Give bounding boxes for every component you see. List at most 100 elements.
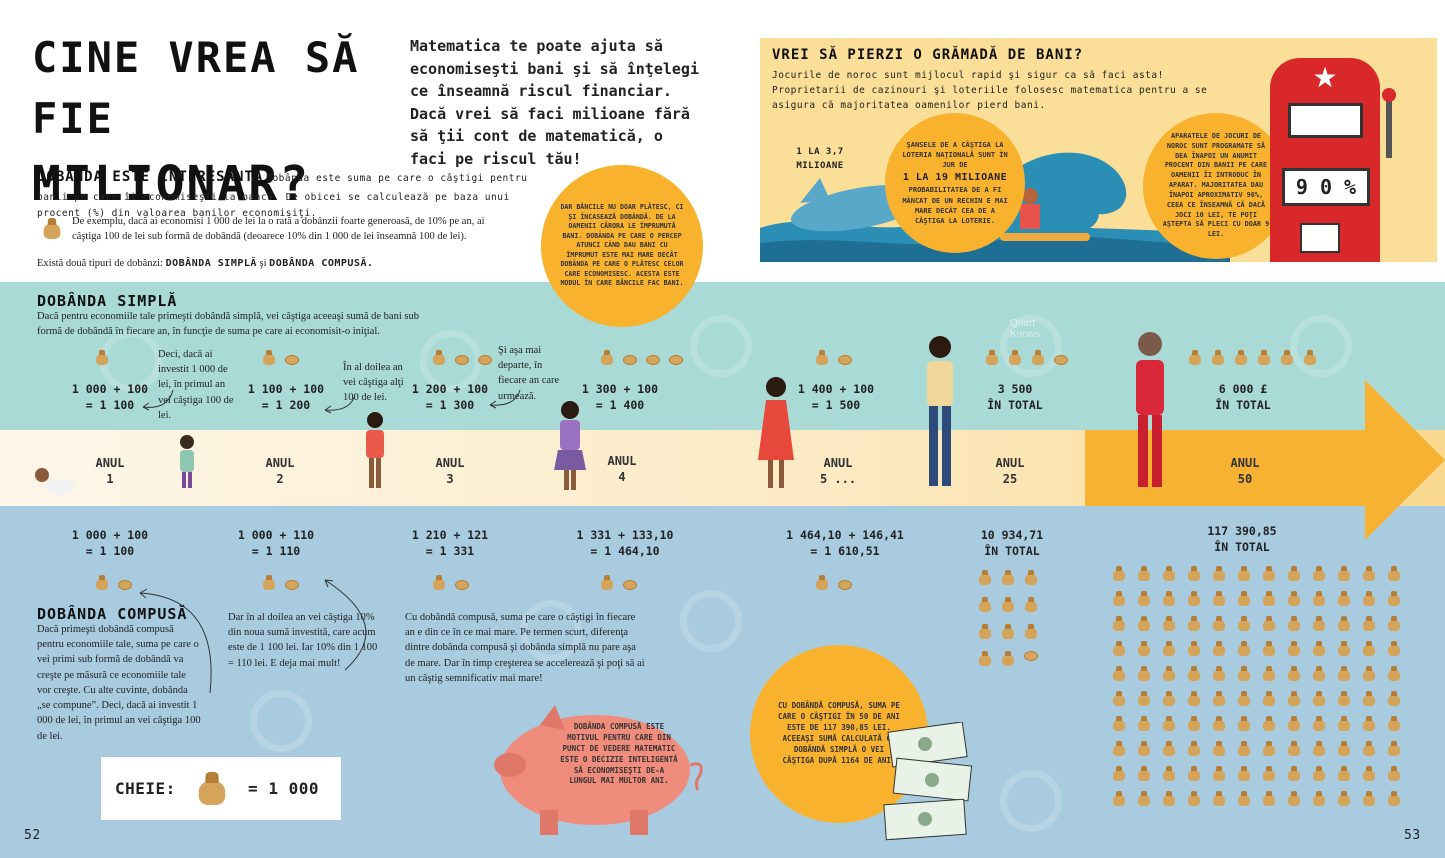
- money-bag-icon: [1337, 766, 1351, 781]
- money-bag-icon: [1262, 691, 1276, 706]
- money-bag-icon: [1287, 741, 1301, 756]
- interest-text: Dobânda este suma pe care o câştigi pent…: [37, 173, 528, 220]
- money-bag-icon: [1337, 666, 1351, 681]
- money-bag-icon: [1212, 566, 1226, 581]
- money-bag-icon: [1162, 616, 1176, 631]
- year-4: ANUL 4: [607, 454, 637, 484]
- money-bag-icon: [1137, 766, 1151, 781]
- money-bag-icon: [1262, 766, 1276, 781]
- money-bag-icon: [1237, 766, 1251, 781]
- money-bag-icon: [1287, 641, 1301, 656]
- baby-illustration: [35, 468, 75, 495]
- money-bag-icon: [1262, 641, 1276, 656]
- simple-eq-4: 1 300 + 100 = 1 400: [581, 382, 659, 412]
- compound-bags-1: [95, 575, 132, 590]
- money-bag-icon: [1362, 641, 1376, 656]
- money-bag-icon: [42, 218, 62, 239]
- money-bag-icon: [1137, 741, 1151, 756]
- page-number-left: 52: [24, 828, 41, 843]
- money-bag-icon: [1112, 766, 1126, 781]
- money-bag-icon: [1112, 566, 1126, 581]
- money-bag-icon: [1312, 741, 1326, 756]
- curved-arrow-icon: [489, 389, 521, 409]
- money-bag-icon: [1237, 591, 1251, 606]
- money-bag-icon: [1212, 641, 1226, 656]
- money-bag-icon: [1287, 766, 1301, 781]
- older-woman-illustration: [1136, 332, 1164, 487]
- money-bag-icon: [1362, 716, 1376, 731]
- compound-heading: DOBÂNDA COMPUSĂ: [37, 605, 188, 623]
- money-bag-icon: [1162, 641, 1176, 656]
- money-bag-icon: [1162, 716, 1176, 731]
- simple-eq-2: 1 100 + 100 = 1 200: [247, 382, 325, 412]
- money-bag-icon: [1237, 791, 1251, 806]
- money-bag-icon: [1162, 791, 1176, 806]
- watermark-icon: [1000, 770, 1062, 832]
- compound-note-2: Cu dobândă compusă, suma pe care o câşti…: [405, 612, 645, 684]
- money-bag-icon: [1187, 641, 1201, 656]
- money-bag-icon: [1337, 691, 1351, 706]
- simple-bags-2: [262, 350, 299, 365]
- money-bag-icon: [1387, 791, 1401, 806]
- watermark-text: Quart Knows: [1010, 318, 1041, 340]
- money-bag-icon: [1287, 666, 1301, 681]
- money-bag-icon: [1237, 741, 1251, 756]
- money-bag-icon: [1262, 666, 1276, 681]
- simple-bags-1: [95, 350, 109, 365]
- money-bag-icon: [1387, 766, 1401, 781]
- compound-text: Dacă primeşti dobândă compusă pentru eco…: [37, 624, 201, 742]
- star-icon: ★: [1312, 62, 1338, 93]
- money-bag-icon: [1287, 691, 1301, 706]
- money-bag-icon: [1387, 641, 1401, 656]
- watermark-icon: [680, 590, 742, 652]
- money-bag-icon: [1287, 591, 1301, 606]
- money-bag-icon: [1387, 566, 1401, 581]
- simple-note-2: În al doilea an vei câştiga alţi 100 de …: [343, 362, 404, 404]
- money-bag-icon: [1112, 616, 1126, 631]
- money-bag-icon: [1162, 666, 1176, 681]
- money-bag-icon: [1312, 591, 1326, 606]
- money-bag-icon: [1162, 766, 1176, 781]
- money-bag-icon: [1337, 591, 1351, 606]
- money-bag-icon: [1287, 791, 1301, 806]
- money-bag-icon: [1212, 591, 1226, 606]
- money-bag-icon: [1362, 566, 1376, 581]
- money-bag-icon: [1187, 791, 1201, 806]
- money-bag-icon: [1112, 741, 1126, 756]
- money-bag-icon: [1387, 741, 1401, 756]
- year-1: ANUL 1: [95, 456, 125, 486]
- gambling-heading: VREI SĂ PIERZI O GRĂMADĂ DE BANI?: [772, 47, 1084, 63]
- slot-machine-circle: APARATELE DE JOCURI DE NOROC SUNT PROGRA…: [1143, 113, 1289, 259]
- watermark-icon: [250, 690, 312, 752]
- money-bag-icon: [1137, 566, 1151, 581]
- compound-note-1: Dar în al doilea an vei câştiga 10% din …: [228, 612, 378, 669]
- money-bag-icon: [1162, 691, 1176, 706]
- simple-eq-50: 6 000 £ ÎN TOTAL: [1215, 382, 1271, 412]
- teen-illustration: [758, 377, 794, 488]
- money-bag-icon: [1262, 616, 1276, 631]
- money-bag-icon: [1262, 566, 1276, 581]
- simple-bags-5: [815, 350, 852, 365]
- year-25: ANUL 25: [995, 456, 1025, 486]
- money-bag-icon: [1112, 716, 1126, 731]
- money-bag-icon: [1262, 591, 1276, 606]
- child-illustration: [366, 412, 384, 488]
- money-bag-icon: [1112, 666, 1126, 681]
- piggy-bank-illustration: [494, 705, 703, 835]
- interest-example: De exemplu, dacă ai economisi 1 000 de l…: [72, 216, 485, 243]
- money-bag-icon: [1212, 766, 1226, 781]
- money-bag-icon: [1337, 616, 1351, 631]
- money-bag-icon: [1162, 741, 1176, 756]
- money-bag-icon: [1312, 766, 1326, 781]
- money-bag-icon: [1187, 766, 1201, 781]
- money-bag-icon: [1237, 691, 1251, 706]
- page-number-right: 53: [1404, 828, 1421, 843]
- money-bag-icon: [1212, 716, 1226, 731]
- money-bag-icon: [1312, 616, 1326, 631]
- money-bag-icon: [1137, 616, 1151, 631]
- money-bag-icon: [1187, 741, 1201, 756]
- shark-odds-label: 1 LA 3,7 MILIOANE: [796, 147, 844, 171]
- money-bag-icon: [1312, 666, 1326, 681]
- money-bag-icon: [1312, 691, 1326, 706]
- money-bag-icon: [1337, 641, 1351, 656]
